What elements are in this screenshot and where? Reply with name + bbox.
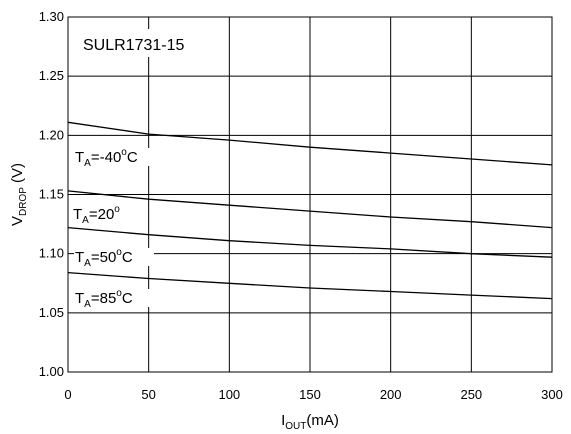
y-tick-label: 1.15 [39, 187, 64, 202]
series-label: TA=50oC [75, 247, 133, 269]
series-label-bg [74, 289, 154, 307]
y-tick-label: 1.25 [39, 68, 64, 83]
x-tick-label: 150 [299, 387, 321, 402]
x-axis-label: IOUT(mA) [281, 412, 339, 432]
series-lines [67, 121, 553, 300]
series-label-bg [74, 248, 154, 266]
y-tick-label: 1.00 [39, 364, 64, 379]
x-tick-label: 0 [64, 387, 71, 402]
x-tick-label: 50 [141, 387, 155, 402]
title-box [69, 29, 187, 57]
y-axis-label-sub: DROP [18, 187, 29, 216]
y-axis-label-main: V [9, 216, 26, 226]
series-label: TA=-40oC [75, 147, 138, 169]
series-label-bg [72, 205, 134, 223]
x-tick-label: 300 [541, 387, 563, 402]
y-tick-label: 1.10 [39, 246, 64, 261]
series-label-bg [74, 148, 170, 166]
series-line [67, 121, 553, 166]
x-axis-label-rest: (mA) [306, 412, 339, 429]
y-tick-label: 1.20 [39, 127, 64, 142]
plot-frame [67, 16, 553, 373]
x-tick-label: 250 [460, 387, 482, 402]
y-axis-label: VDROP (V) [9, 163, 29, 226]
x-tick-label: 200 [380, 387, 402, 402]
y-tick-label: 1.30 [39, 9, 64, 24]
series-line [67, 226, 553, 258]
series-label: TA=85oC [75, 288, 133, 310]
x-axis-label-main: I [281, 412, 285, 429]
series-line [67, 271, 553, 300]
series-label: TA=20o [73, 204, 120, 226]
series-labels: TA=-40oC TA=20o TA=50oC TA=85oC [72, 147, 170, 310]
y-axis-label-rest: (V) [9, 163, 26, 187]
x-tick-labels: 0 50 100 150 200 250 300 [64, 387, 562, 402]
y-tick-labels: 1.00 1.05 1.10 1.15 1.20 1.25 1.30 [39, 9, 64, 379]
y-tick-label: 1.05 [39, 305, 64, 320]
grid [68, 17, 552, 372]
series-line [67, 190, 553, 229]
chart-title: SULR1731-15 [83, 37, 185, 54]
x-tick-label: 100 [218, 387, 240, 402]
x-axis-label-sub: OUT [285, 421, 306, 432]
